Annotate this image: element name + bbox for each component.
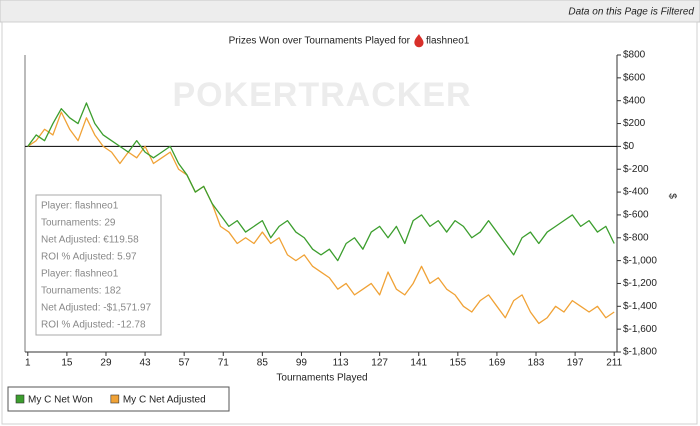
x-tick-label: 57 bbox=[179, 358, 191, 369]
legend-swatch bbox=[110, 394, 120, 404]
filter-notice: Data on this Page is Filtered bbox=[568, 7, 694, 18]
x-tick-label: 15 bbox=[61, 358, 73, 369]
tooltip-line: ROI % Adjusted: -12.78 bbox=[41, 320, 146, 331]
legend-label: My C Net Adjusted bbox=[123, 395, 206, 406]
legend-swatch bbox=[15, 394, 25, 404]
y-tick-label: $-1,800 bbox=[623, 347, 657, 358]
legend: My C Net Won My C Net Adjusted bbox=[15, 394, 206, 406]
x-tick-label: 71 bbox=[218, 358, 230, 369]
y-tick-label: $200 bbox=[623, 118, 646, 129]
y-tick-label: $-400 bbox=[623, 187, 649, 198]
x-tick-label: 1 bbox=[25, 358, 31, 369]
x-tick-label: 155 bbox=[449, 358, 466, 369]
plot: $800 $600 $400 $200 $0 $-200 $-400 $-600 $-800 $-… bbox=[25, 50, 657, 369]
tooltip-line: Player: flashneo1 bbox=[41, 201, 119, 212]
tooltip-line: Tournaments: 29 bbox=[41, 218, 116, 229]
x-tick-label: 141 bbox=[410, 358, 427, 369]
tooltip-box bbox=[35, 194, 162, 336]
tooltip-line: Player: flashneo1 bbox=[41, 269, 119, 280]
x-tick-label: 127 bbox=[371, 358, 388, 369]
tooltip-line: Tournaments: 182 bbox=[41, 286, 121, 297]
legend-box bbox=[7, 386, 230, 412]
y-tick-label: $-600 bbox=[623, 210, 649, 221]
x-tick-label: 85 bbox=[257, 358, 269, 369]
x-tick-label: 113 bbox=[333, 358, 349, 369]
series-line bbox=[27, 111, 615, 325]
y-axis-label: $ bbox=[666, 193, 677, 199]
player-icon bbox=[414, 34, 424, 48]
watermark: POKERTRACKER bbox=[172, 76, 471, 114]
y-tick-label: $400 bbox=[623, 95, 646, 106]
tooltip-line: Net Adjusted: €119.58 bbox=[41, 235, 139, 246]
x-tick-label: 197 bbox=[567, 358, 584, 369]
y-tick-label: $-1,600 bbox=[623, 324, 657, 335]
y-tick-label: $-200 bbox=[623, 164, 649, 175]
series-line bbox=[27, 102, 615, 262]
x-axis-label: Tournaments Played bbox=[276, 373, 367, 384]
x-tick-label: 183 bbox=[528, 358, 545, 369]
y-tick-label: $-1,200 bbox=[623, 278, 657, 289]
x-tick-label: 29 bbox=[100, 358, 112, 369]
y-tick-label: $-1,400 bbox=[623, 301, 657, 312]
y-tick-label: $600 bbox=[623, 72, 646, 83]
tooltip-line: ROI % Adjusted: 5.97 bbox=[41, 252, 137, 263]
x-tick-label: 169 bbox=[489, 358, 506, 369]
x-tick-label: 99 bbox=[296, 358, 308, 369]
y-tick-label: $-800 bbox=[623, 232, 649, 243]
tooltip: Player: flashneo1 Tournaments: 29 Net Adju… bbox=[41, 201, 152, 331]
y-tick-label: $-1,000 bbox=[623, 255, 657, 266]
chart-title-player: flashneo1 bbox=[426, 36, 470, 47]
chart-title: Prizes Won over Tournaments Played for bbox=[229, 36, 411, 47]
x-tick-label: 211 bbox=[606, 358, 622, 369]
y-tick-label: $800 bbox=[623, 50, 646, 61]
chart-frame bbox=[1, 21, 698, 425]
legend-label: My C Net Won bbox=[28, 395, 93, 406]
tooltip-line: Net Adjusted: -$1,571.97 bbox=[41, 303, 152, 314]
x-tick-label: 43 bbox=[140, 358, 152, 369]
y-tick-label: $0 bbox=[623, 141, 635, 152]
